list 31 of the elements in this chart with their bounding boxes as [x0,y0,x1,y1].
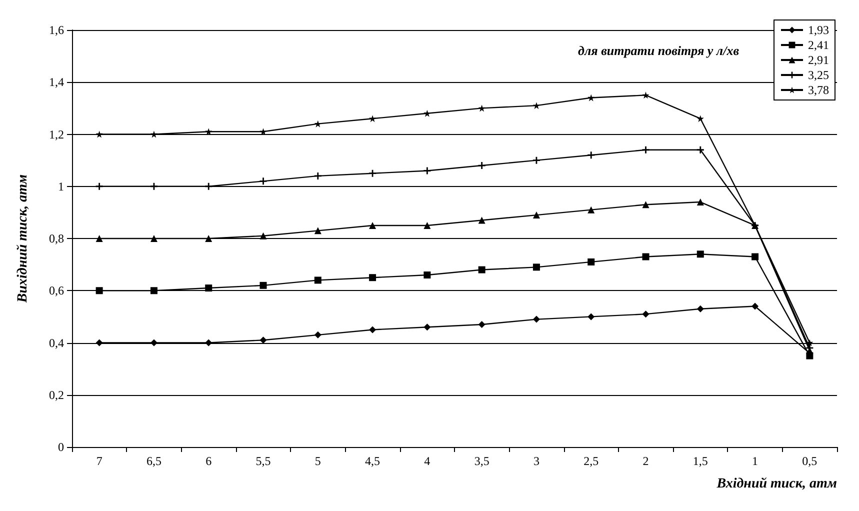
legend-label: 2,91 [808,53,829,67]
x-tick-label: 5 [314,454,321,468]
legend-label: 1,93 [808,23,829,37]
legend-title: для витрати повітря у л/хв [578,43,740,58]
y-tick-label: 0 [58,440,64,454]
y-tick-label: 0,6 [49,284,64,298]
y-tick-label: 1 [58,179,64,194]
x-tick-label: 5,5 [256,454,271,468]
x-tick-label: 4,5 [365,454,380,468]
x-tick-label: 1,5 [692,454,708,468]
x-tick-label: 2,5 [584,454,599,468]
y-tick-label: 0,8 [49,232,64,246]
x-tick-label: 0,5 [802,454,818,468]
x-axis-title: Вхідний тиск, атм [716,476,838,492]
x-tick-label: 3 [533,454,540,468]
x-tick-label: 1 [752,454,758,468]
x-tick-label: 6 [206,454,212,468]
y-tick-label: 1,2 [49,127,64,142]
x-tick-label: 4 [424,454,430,468]
y-tick-label: 1,6 [49,23,64,37]
y-tick-label: 0,4 [49,336,64,350]
x-tick-label: 2 [642,454,649,468]
x-tick-label: 6,5 [146,454,162,468]
legend-label: 3,25 [808,68,829,82]
y-tick-label: 1,4 [49,75,64,90]
y-axis-title: Вихідний тиск, атм [16,174,30,304]
legend-label: 2,41 [808,38,829,52]
x-tick-label: 3,5 [474,454,490,468]
y-tick-label: 0,2 [49,388,64,402]
legend-label: 3,78 [808,83,829,97]
x-tick-label: 7 [96,454,102,468]
